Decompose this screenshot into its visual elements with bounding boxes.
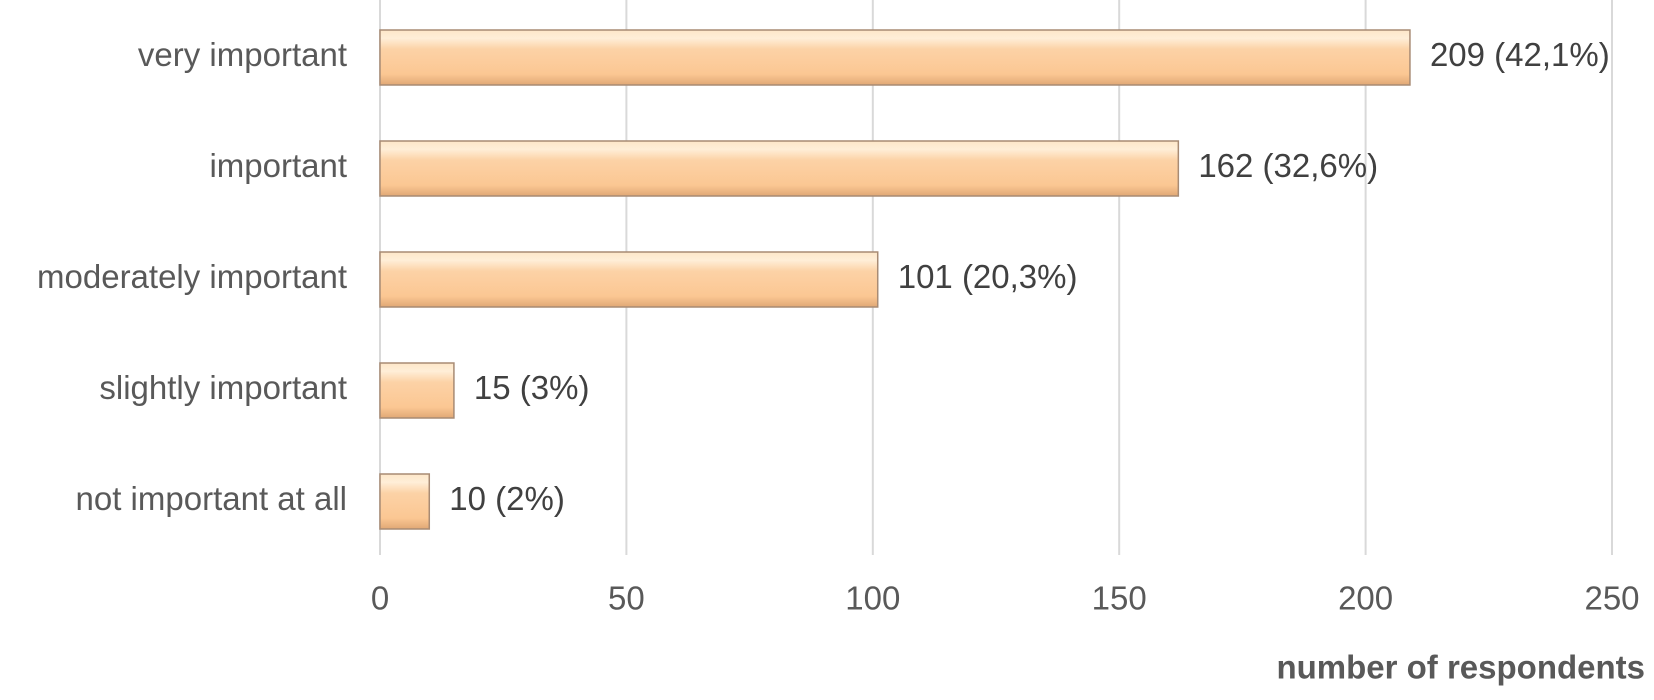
x-tick-label: 100 [845, 580, 900, 617]
y-tick-label: not important at all [76, 480, 347, 517]
value-label: 15 (3%) [474, 369, 590, 406]
y-tick-label: moderately important [37, 258, 347, 295]
bar [379, 29, 1411, 86]
value-label: 10 (2%) [449, 480, 565, 517]
x-tick-label: 200 [1338, 580, 1393, 617]
x-tick-label: 150 [1092, 580, 1147, 617]
value-label: 101 (20,3%) [898, 258, 1078, 295]
bar [379, 362, 455, 419]
bar [379, 251, 879, 308]
x-tick-label: 50 [608, 580, 645, 617]
y-tick-label: slightly important [99, 369, 347, 406]
x-axis-title: number of respondents [1276, 649, 1645, 686]
value-label: 162 (32,6%) [1198, 147, 1378, 184]
bar [379, 473, 431, 530]
y-tick-label: very important [138, 36, 347, 73]
bar [379, 140, 1180, 197]
x-tick-label: 250 [1584, 580, 1639, 617]
value-label: 209 (42,1%) [1430, 36, 1610, 73]
x-tick-label: 0 [371, 580, 389, 617]
y-tick-label: important [209, 147, 347, 184]
